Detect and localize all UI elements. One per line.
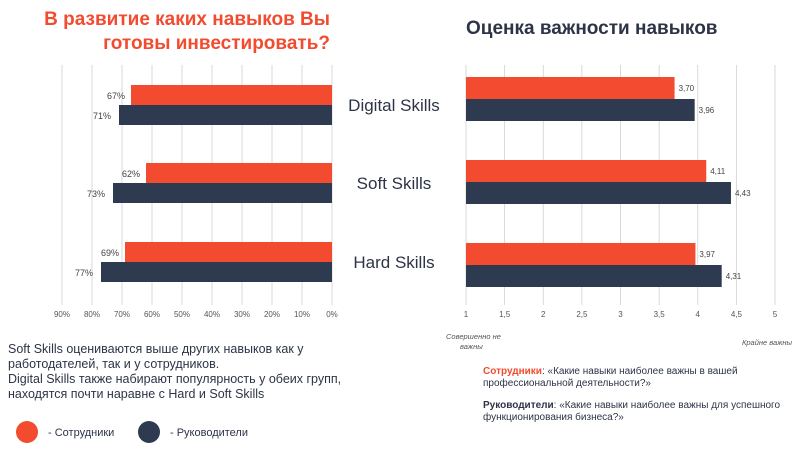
left-bar-employees [131,85,332,105]
right-data-label-employees: 3,70 [679,84,695,93]
summary-line-2: Digital Skills также набирают популярнос… [8,372,342,401]
left-data-label-managers: 73% [87,189,105,199]
investment-chart: 90% 80% 70% 60% 50% 40% 30% 20% 10% 0% 67% 71% Digit… [54,65,440,319]
left-category-label: Digital Skills [348,96,440,115]
left-x-tick-label: 60% [144,310,160,319]
left-chart-title: В развитие каких навыков Вы готовы инвес… [44,9,330,54]
left-data-label-managers: 77% [75,268,93,278]
question-employees-text: : «Какие навыки наиболее важны в вашей п… [483,366,738,389]
importance-chart: 1 1,5 2 2,5 3 3,5 4 4,5 5 3,70 3,96 4,11 4,43 3,97 4,3… [446,65,793,351]
right-x-tick-label: 4 [696,310,701,319]
left-data-label-employees: 67% [107,91,125,101]
right-bar-employees [466,77,675,99]
left-bar-managers [113,183,332,203]
left-category-label: Soft Skills [357,174,432,193]
right-data-label-managers: 4,43 [735,189,751,198]
right-bar-employees [466,243,696,265]
legend-employees-label: - Сотрудники [48,427,115,439]
right-x-tick-label: 2 [541,310,546,319]
right-x-tick-label: 4,5 [731,310,743,319]
right-chart-title: Оценка важности навыков [466,18,718,39]
summary-line-1: Soft Skills оцениваются выше других навы… [8,342,304,371]
left-x-tick-label: 50% [174,310,190,319]
question-managers-text: : «Какие навыки наиболее важны для успеш… [483,400,781,423]
left-x-tick-label: 90% [54,310,70,319]
right-data-label-managers: 3,96 [699,106,715,115]
scale-max-label: Крайне важны [742,338,793,347]
right-bar-managers [466,182,731,204]
left-x-tick-label: 10% [294,310,310,319]
question-managers-who: Руководители [483,400,554,411]
legend-employees-dot [16,421,38,443]
left-bar-managers [101,262,332,282]
summary-text: Soft Skills оцениваются выше других навы… [8,342,368,402]
right-data-label-employees: 3,97 [699,250,715,259]
right-data-label-employees: 4,11 [710,167,726,176]
question-employees-who: Сотрудники [483,366,542,377]
legend-managers-label: - Руководители [170,427,248,439]
question-managers: Руководители: «Какие навыки наиболее важ… [483,400,783,424]
survey-questions: Сотрудники: «Какие навыки наиболее важны… [483,366,783,434]
left-x-tick-label: 0% [326,310,338,319]
question-employees: Сотрудники: «Какие навыки наиболее важны… [483,366,783,390]
left-bar-employees [125,242,332,262]
left-x-tick-label: 20% [264,310,280,319]
left-x-tick-label: 80% [84,310,100,319]
right-x-tick-label: 2,5 [576,310,588,319]
right-x-tick-label: 3,5 [654,310,666,319]
left-x-tick-label: 30% [234,310,250,319]
right-bar-employees [466,160,707,182]
right-bar-managers [466,99,695,121]
right-data-label-managers: 4,31 [726,272,742,281]
left-data-label-employees: 69% [101,248,119,258]
scale-min-label-1: Совершенно не [446,332,501,341]
right-x-tick-label: 1 [464,310,469,319]
left-bar-managers [119,105,332,125]
right-x-tick-label: 3 [618,310,623,319]
left-data-label-managers: 71% [93,111,111,121]
legend-managers-dot [138,421,160,443]
right-x-tick-label: 1,5 [499,310,511,319]
scale-min-label-2: важны [460,342,483,351]
left-category-label: Hard Skills [353,253,434,272]
left-data-label-employees: 62% [122,169,140,179]
left-x-tick-label: 40% [204,310,220,319]
left-x-tick-label: 70% [114,310,130,319]
right-bar-managers [466,265,722,287]
left-bar-employees [146,163,332,183]
right-x-tick-label: 5 [773,310,778,319]
